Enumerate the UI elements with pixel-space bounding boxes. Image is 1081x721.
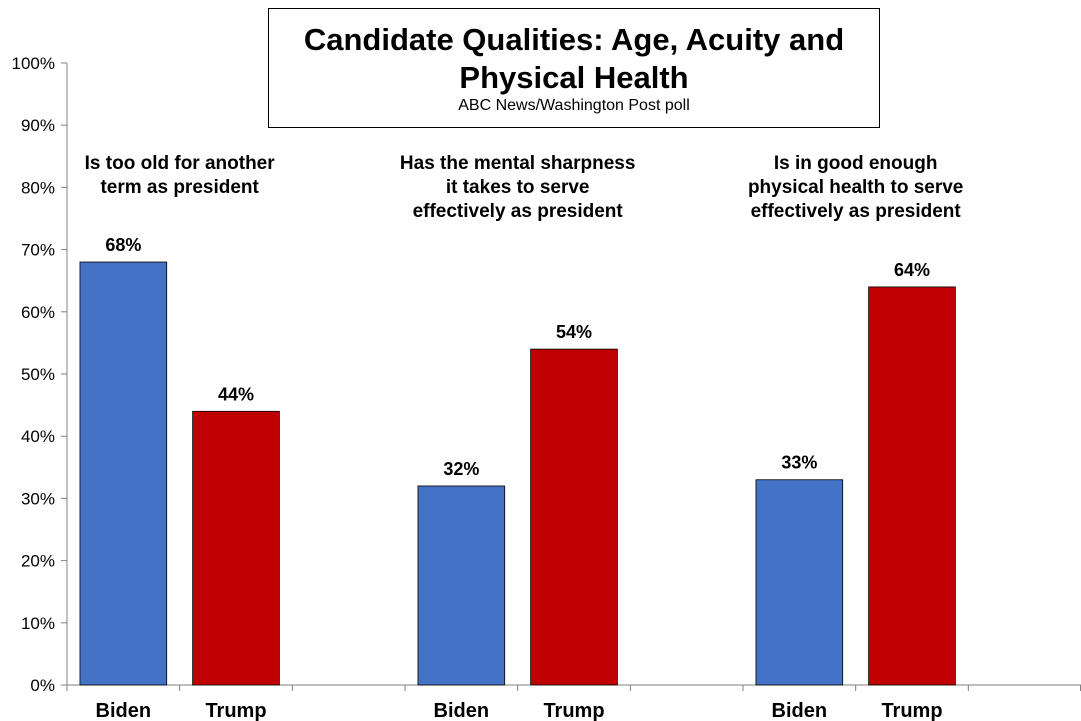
bar-biden: [417, 485, 506, 686]
data-label: 54%: [556, 322, 592, 342]
chart-subtitle: ABC News/Washington Post poll: [458, 97, 690, 114]
group-annotation: Has the mental sharpness: [400, 153, 635, 174]
category-label: Trump: [543, 700, 604, 721]
bar-trump: [192, 410, 280, 686]
y-axis: 0% 10% 20% 30% 40% 50% 60% 70% 80% 90% 100%: [12, 54, 68, 695]
group-annotation: Is in good enough: [774, 153, 938, 174]
x-axis: [66, 684, 1081, 691]
group-labels: Is too old for another term as president H…: [85, 153, 964, 222]
value-labels: 68% 44% 32% 54% 33% 64%: [105, 235, 930, 479]
category-label: Biden: [772, 700, 828, 721]
group-annotation: effectively as president: [413, 201, 624, 222]
y-tick-label: 100%: [12, 54, 55, 73]
group-annotation: physical health to serve: [748, 177, 963, 198]
category-label: Trump: [205, 700, 266, 721]
y-tick-label: 50%: [21, 365, 55, 384]
y-tick-label: 30%: [21, 489, 55, 508]
chart-title: Candidate Qualities: Age, Acuity and Phy…: [303, 22, 845, 95]
category-label: Biden: [96, 700, 152, 721]
bars: [79, 261, 956, 686]
group-annotation: term as president: [100, 177, 259, 198]
y-tick-label: 60%: [21, 303, 55, 322]
category-label: Biden: [434, 700, 490, 721]
y-tick-label: 10%: [21, 614, 55, 633]
data-label: 64%: [894, 260, 930, 280]
group-annotation: effectively as president: [751, 201, 962, 222]
y-tick-label: 70%: [21, 241, 55, 260]
data-label: 32%: [443, 459, 479, 479]
chart-title-box: Candidate Qualities: Age, Acuity and Phy…: [268, 8, 880, 128]
data-label: 33%: [781, 453, 817, 473]
y-tick-label: 90%: [21, 116, 55, 135]
group-annotation: Is too old for another: [85, 153, 276, 174]
y-tick-label: 0%: [30, 676, 55, 695]
category-label: Trump: [881, 700, 942, 721]
y-tick-label: 40%: [21, 427, 55, 446]
data-label: 68%: [105, 235, 141, 255]
bar-biden: [755, 479, 844, 686]
bar-biden: [79, 261, 168, 686]
bar-trump: [868, 286, 956, 686]
bar-trump: [530, 348, 618, 686]
y-tick-label: 20%: [21, 552, 55, 571]
group-annotation: it takes to serve: [446, 177, 590, 198]
y-tick-label: 80%: [21, 178, 55, 197]
data-label: 44%: [218, 384, 254, 404]
category-labels: Biden Trump Biden Trump Biden Trump: [96, 700, 943, 721]
